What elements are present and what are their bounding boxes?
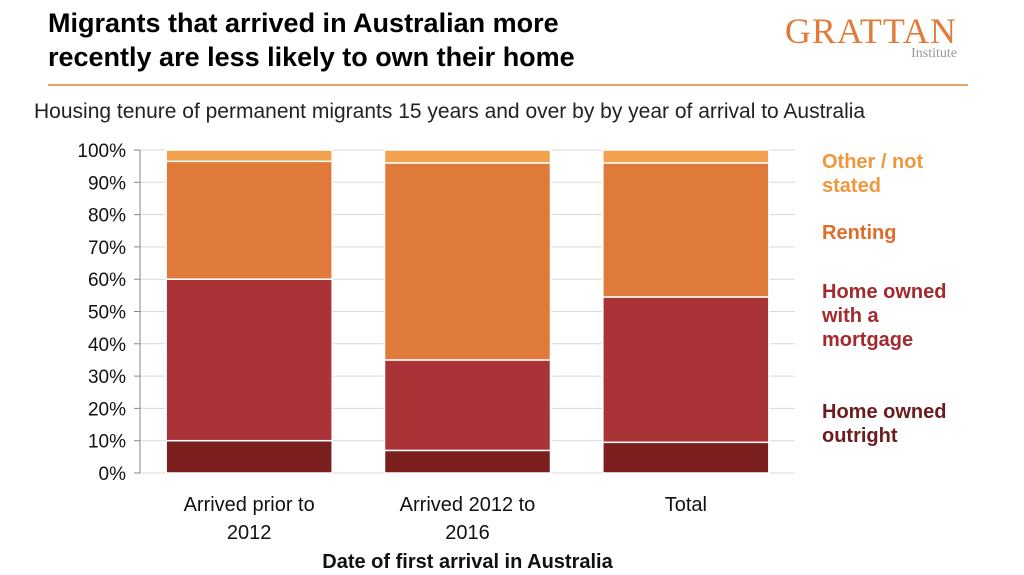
legend-label: Home owned [822,281,946,303]
title-line-2: recently are less likely to own their ho… [48,42,575,72]
chart-subtitle: Housing tenure of permanent migrants 15 … [34,100,866,123]
x-tick-label: 2012 [227,522,272,544]
bar-segment [602,149,770,164]
y-tick-label: 80% [88,206,126,227]
legend-label: outright [822,425,898,447]
y-tick-label: 10% [88,432,126,453]
title-divider [48,84,968,86]
y-tick-label: 0% [99,464,127,485]
y-tick-label: 70% [88,238,126,259]
y-tick-label: 100% [77,141,126,162]
x-tick-label: Arrived prior to [184,494,315,516]
legend-label: mortgage [822,329,913,351]
legend-label: with a [821,305,880,327]
legend-label: Other / not [822,151,923,173]
x-tick-label: Total [665,494,707,516]
bar-segment [602,162,770,298]
legend-label: Home owned [822,401,946,423]
chart-title: Migrants that arrived in Australian more… [48,6,788,74]
x-tick-label: Arrived 2012 to [400,494,536,516]
bar-segment [602,296,770,444]
x-tick-label: 2016 [445,522,490,544]
bar-segment [165,149,333,163]
bar-segment [383,149,552,164]
legend-label: Renting [822,222,896,244]
bar-segment [383,359,552,452]
grattan-logo: GRATTAN Institute [785,10,965,61]
logo-subtext: Institute [911,46,957,61]
legend-label: stated [822,175,881,197]
y-tick-label: 40% [88,335,126,356]
y-tick-label: 50% [88,303,126,324]
bar-segment [165,278,333,442]
bar-segment [602,441,770,474]
bar-segment [383,162,552,361]
y-tick-label: 30% [88,367,126,388]
bar-segment [383,449,552,474]
title-line-1: Migrants that arrived in Australian more [48,8,559,38]
y-tick-label: 90% [88,173,126,194]
bar-segment [165,439,333,474]
logo-wordmark: GRATTAN [784,11,957,51]
y-tick-label: 60% [88,270,126,291]
bar-segment [165,160,333,280]
y-tick-label: 20% [88,399,126,420]
x-axis-title: Date of first arrival in Australia [322,551,613,573]
